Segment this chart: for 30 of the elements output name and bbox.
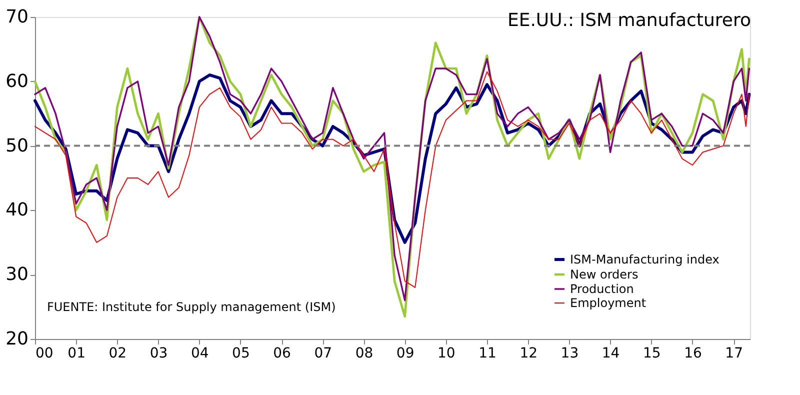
x-tick-label: 07 [314, 346, 332, 362]
y-tick-label: 50 [6, 135, 28, 156]
annotation: FUENTE: Institute for Supply management (ISM) [47, 300, 336, 314]
x-tick-label: 09 [396, 346, 414, 362]
x-tick-label: 15 [642, 346, 661, 362]
y-tick-label: 20 [6, 328, 28, 350]
x-tick-label: 04 [190, 346, 209, 362]
x-tick-label: 02 [108, 346, 127, 362]
legend-label: New orders [570, 268, 638, 282]
legend-label: ISM-Manufacturing index [570, 252, 720, 266]
x-tick-label: 08 [355, 346, 374, 362]
x-tick-label: 16 [684, 346, 702, 362]
x-tick-label: 06 [273, 346, 292, 362]
legend-label: Employment [570, 296, 646, 310]
x-tick-label: 17 [725, 346, 743, 362]
x-tick-label: 13 [560, 346, 579, 362]
y-tick-label: 60 [6, 70, 28, 92]
x-tick-label: 12 [520, 346, 538, 362]
x-tick-label: 10 [438, 346, 456, 362]
x-tick-label: 14 [602, 346, 620, 362]
x-tick-label: 11 [478, 346, 496, 362]
x-tick-label: 03 [150, 346, 168, 362]
x-tick-label: 01 [68, 346, 86, 362]
legend-label: Production [570, 282, 634, 296]
y-tick-label: 40 [6, 200, 28, 221]
y-tick-label: 30 [6, 264, 28, 286]
y-tick-label: 70 [6, 6, 28, 28]
x-tick-label: 00 [36, 346, 54, 362]
x-tick-label: 05 [232, 346, 250, 362]
chart-title: EE.UU.: ISM manufacturero [507, 10, 751, 31]
